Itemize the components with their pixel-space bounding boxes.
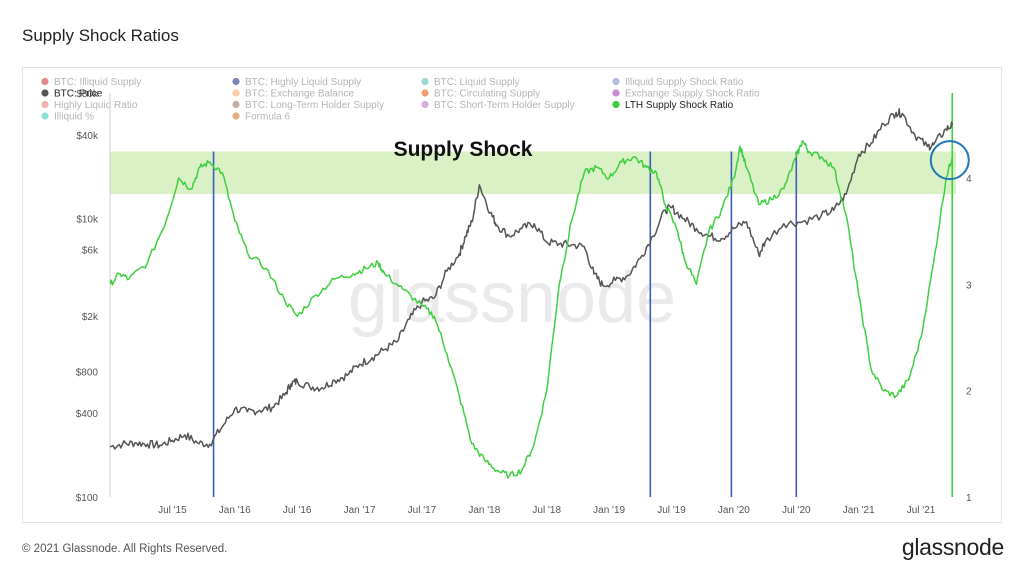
x-tick-label: Jul '15 [158, 505, 187, 516]
legend-label: Illiquid % [54, 112, 94, 123]
legend-label: Exchange Supply Shock Ratio [625, 89, 760, 100]
legend-marker [232, 100, 240, 109]
x-tick-label: Jul '20 [782, 505, 811, 516]
btc-price-line [110, 108, 954, 450]
y-right-tick-label: 4 [966, 174, 972, 185]
legend-label: BTC: Exchange Balance [245, 89, 354, 100]
legend-marker [612, 100, 620, 109]
legend-marker [421, 89, 429, 97]
y-left-tick-label: $100 [76, 493, 99, 504]
x-tick-label: Jan '19 [593, 505, 625, 516]
x-tick-label: Jan '18 [468, 505, 500, 516]
legend-label: BTC: Illiquid Supply [54, 77, 141, 88]
y-left-tick-label: $400 [76, 409, 99, 420]
legend-label: BTC: Liquid Supply [434, 77, 520, 88]
watermark: glassnode [348, 258, 676, 338]
legend-label: BTC: Circulating Supply [434, 89, 540, 100]
supply-shock-band [110, 151, 956, 194]
legend-label: BTC: Highly Liquid Supply [245, 77, 361, 88]
chart-frame [22, 67, 1002, 523]
supply-shock-annotation: Supply Shock [394, 138, 533, 161]
y-axis-right: 1 2 3 4 [966, 174, 972, 504]
x-tick-label: Jul '17 [408, 505, 437, 516]
y-left-tick-label: $10k [76, 215, 99, 226]
y-left-tick-label: $800 [76, 367, 99, 378]
legend-marker [612, 77, 620, 86]
legend-label: LTH Supply Shock Ratio [625, 100, 734, 111]
legend-label: Illiquid Supply Shock Ratio [625, 77, 744, 88]
glassnode-logo: glassnode [901, 534, 1004, 560]
legend-marker [232, 77, 240, 86]
legend-marker [41, 77, 49, 86]
legend-marker [612, 89, 620, 97]
lth-supply-shock-ratio-line [110, 140, 954, 479]
y-left-tick-label: $6k [82, 246, 99, 257]
x-tick-label: Jan '17 [344, 505, 376, 516]
legend-marker [41, 89, 49, 97]
y-right-tick-label: 1 [966, 493, 972, 504]
x-tick-label: Jan '21 [843, 505, 875, 516]
copyright-text: © 2021 Glassnode. All Rights Reserved. [22, 543, 228, 555]
legend-label: BTC: Short-Term Holder Supply [434, 100, 575, 111]
x-tick-label: Jan '16 [219, 505, 251, 516]
legend-marker [421, 100, 429, 109]
x-tick-label: Jul '18 [532, 505, 561, 516]
y-axis-left: $100 $400 $800 $2k $6k $10k $40k $80k [76, 89, 111, 504]
x-tick-label: Jan '20 [718, 505, 750, 516]
legend-marker [41, 100, 49, 109]
legend-marker [232, 112, 240, 120]
y-right-tick-label: 3 [966, 280, 972, 291]
legend-label: Formula 6 [245, 112, 290, 123]
y-left-tick-label: $40k [76, 131, 99, 142]
y-left-tick-label: $80k [76, 89, 99, 100]
highlight-circle-shape [929, 140, 970, 181]
x-tick-label: Jul '19 [657, 505, 686, 516]
shaded-band-rect [110, 151, 956, 194]
series-group [110, 108, 954, 479]
legend-label: BTC: Price [54, 89, 103, 100]
legend-marker [232, 89, 240, 97]
x-axis: Jul '15 Jan '16 Jul '16 Jan '17 Jul '17 Jan '… [158, 505, 936, 516]
x-tick-label: Jul '21 [907, 505, 936, 516]
y-right-tick-label: 2 [966, 387, 972, 398]
x-tick-label: Jul '16 [283, 505, 312, 516]
highlight-circle [929, 140, 970, 181]
legend-marker [41, 112, 49, 120]
legend-label: Highly Liquid Ratio [54, 100, 138, 111]
y-left-tick-label: $2k [82, 312, 99, 323]
legend-label: BTC: Long-Term Holder Supply [245, 100, 384, 111]
page-title: Supply Shock Ratios [22, 26, 179, 45]
legend-marker [421, 77, 429, 86]
